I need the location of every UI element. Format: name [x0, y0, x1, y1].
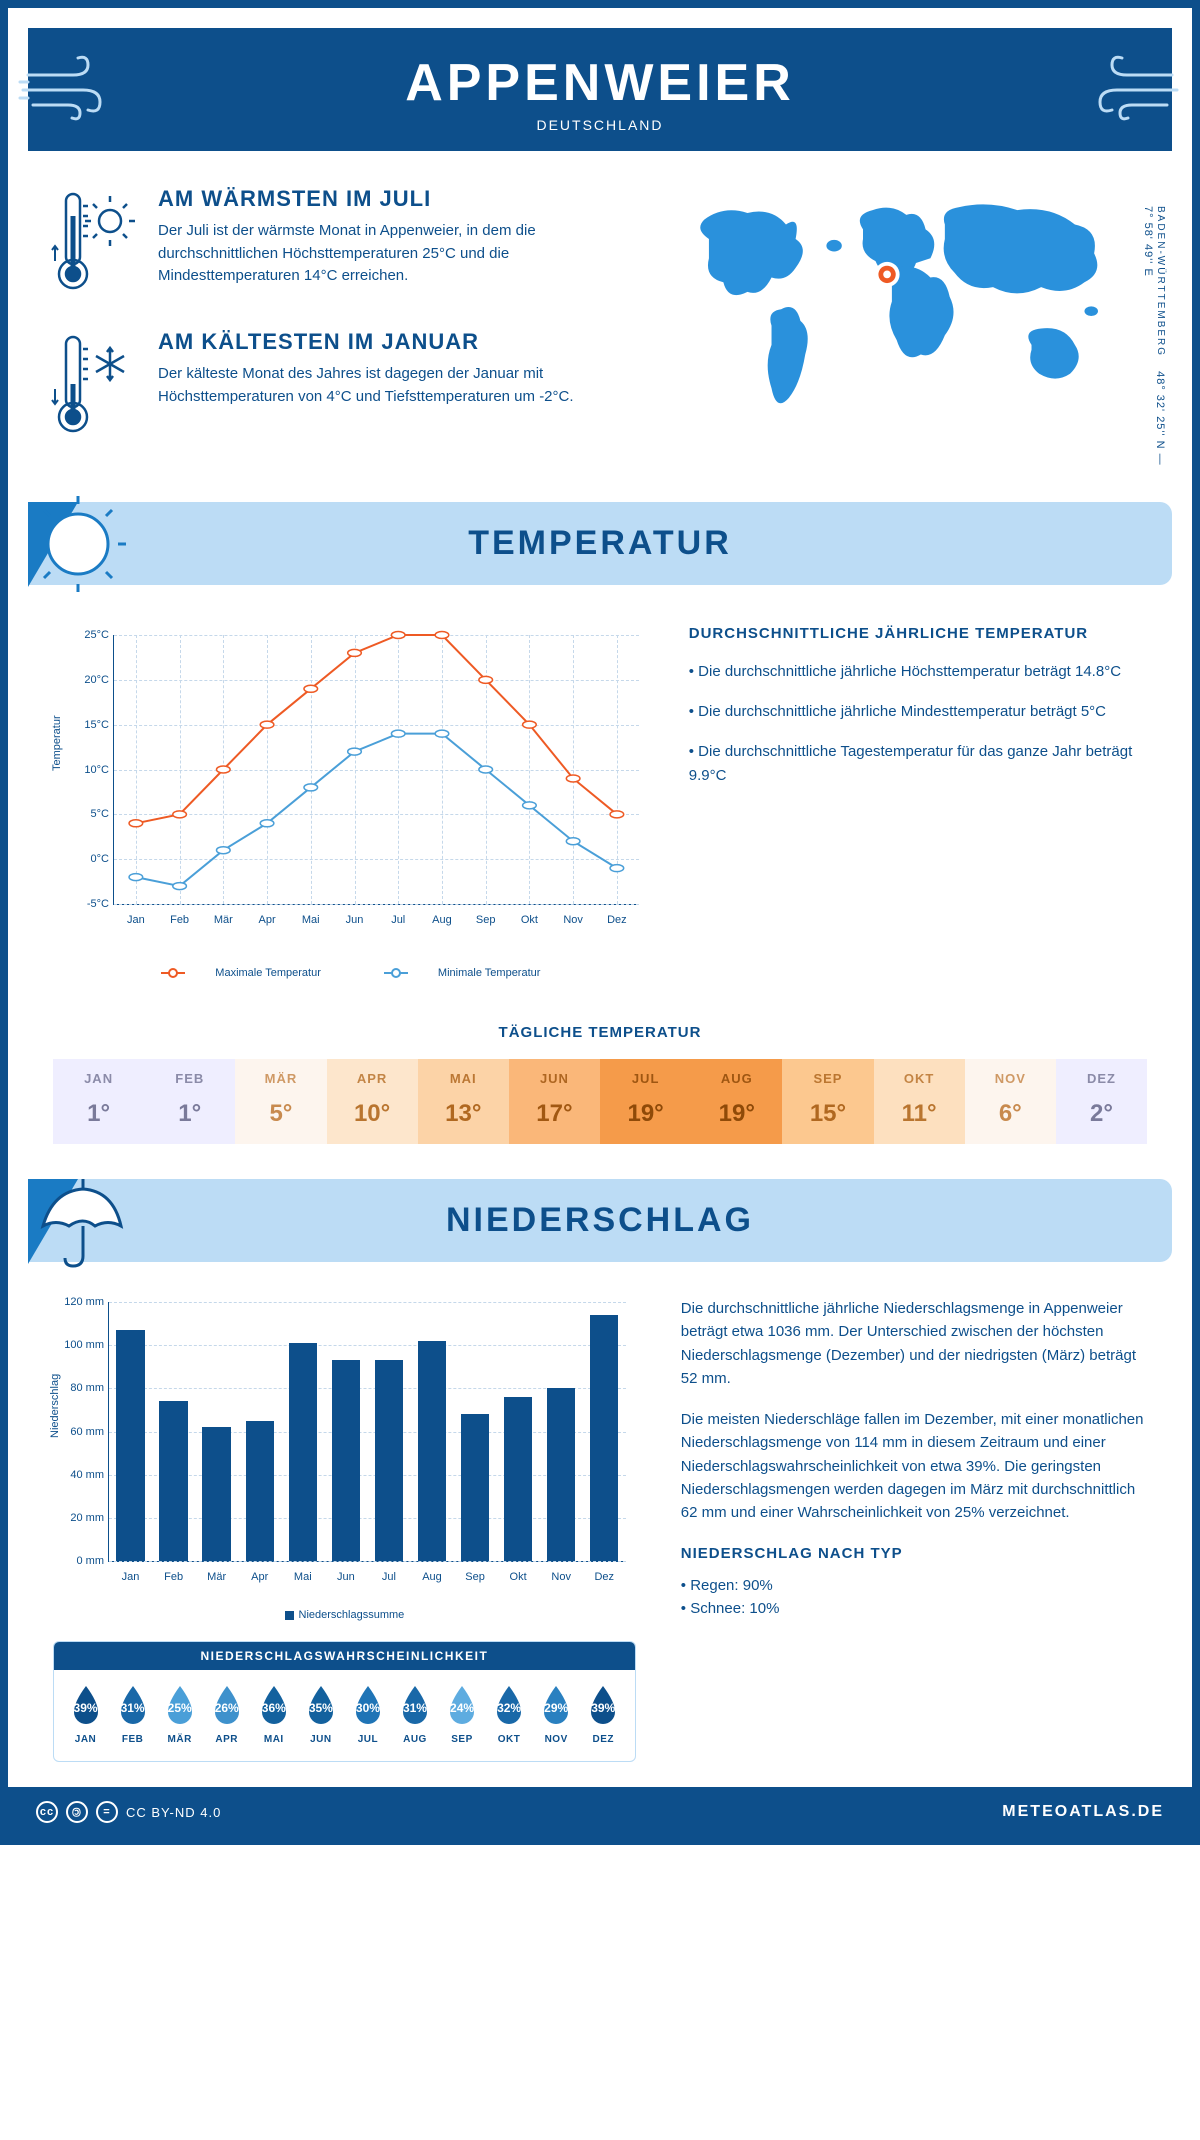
brand-label: METEOATLAS.DE: [1002, 1803, 1164, 1821]
prob-cell: 39%DEZ: [580, 1684, 627, 1745]
temperature-line-chart: Temperatur -5°C0°C5°C10°C15°C20°C25°CJan…: [53, 625, 649, 979]
precipitation-section-header: NIEDERSCHLAG: [28, 1179, 1172, 1262]
page-subtitle: DEUTSCHLAND: [48, 117, 1152, 133]
prob-cell: 35%JUN: [297, 1684, 344, 1745]
cold-text: Der kälteste Monat des Jahres ist dagege…: [158, 363, 611, 408]
sun-icon: [23, 494, 133, 604]
prob-cell: 24%SEP: [439, 1684, 486, 1745]
prob-cell: 31%FEB: [109, 1684, 156, 1745]
precip-bar: [461, 1414, 489, 1561]
region-label: BADEN-WÜRTTEMBERG: [1155, 206, 1166, 357]
thermometer-snow-icon: [48, 329, 138, 444]
precipitation-bar-chart: Niederschlag 0 mm20 mm40 mm60 mm80 mm100…: [53, 1297, 636, 1607]
precip-type-title: NIEDERSCHLAG NACH TYP: [681, 1542, 1147, 1565]
precip-text-2: Die meisten Niederschläge fallen im Deze…: [681, 1408, 1147, 1524]
daily-cell: AUG19°: [691, 1059, 782, 1144]
legend-max: Maximale Temperatur: [215, 967, 321, 979]
precip-bar: [590, 1315, 618, 1561]
warm-title: AM WÄRMSTEN IM JULI: [158, 186, 611, 212]
prob-cell: 25%MÄR: [156, 1684, 203, 1745]
precip-bar: [289, 1343, 317, 1561]
daily-cell: MÄR5°: [235, 1059, 326, 1144]
temp-bullet: • Die durchschnittliche jährliche Höchst…: [689, 660, 1147, 684]
license-text: CC BY-ND 4.0: [126, 1805, 221, 1820]
daily-temp-title: TÄGLICHE TEMPERATUR: [8, 1024, 1192, 1041]
wind-icon: [1082, 50, 1182, 130]
precipitation-summary: Die durchschnittliche jährliche Niedersc…: [681, 1297, 1147, 1762]
temperature-title: TEMPERATUR: [28, 524, 1172, 563]
cold-fact: AM KÄLTESTEN IM JANUAR Der kälteste Mona…: [48, 329, 611, 444]
bar-ylabel: Niederschlag: [49, 1374, 61, 1438]
wind-icon: [18, 50, 118, 130]
precip-bar: [547, 1388, 575, 1561]
prob-cell: 36%MAI: [250, 1684, 297, 1745]
precip-bar: [504, 1397, 532, 1561]
temperature-section-header: TEMPERATUR: [28, 502, 1172, 585]
precip-bar: [375, 1360, 403, 1561]
daily-cell: DEZ2°: [1056, 1059, 1147, 1144]
chart-legend: Maximale Temperatur Minimale Temperatur: [53, 967, 649, 979]
precip-bar: [116, 1330, 144, 1561]
daily-cell: SEP15°: [782, 1059, 873, 1144]
prob-cell: 26%APR: [203, 1684, 250, 1745]
legend-min: Minimale Temperatur: [438, 967, 541, 979]
warm-text: Der Juli ist der wärmste Monat in Appenw…: [158, 220, 611, 288]
prob-title: NIEDERSCHLAGSWAHRSCHEINLICHKEIT: [54, 1642, 635, 1670]
daily-cell: APR10°: [327, 1059, 418, 1144]
daily-cell: MAI13°: [418, 1059, 509, 1144]
prob-cell: 31%AUG: [391, 1684, 438, 1745]
chart-ylabel: Temperatur: [51, 715, 63, 771]
header-banner: APPENWEIER DEUTSCHLAND: [28, 28, 1172, 151]
warm-fact: AM WÄRMSTEN IM JULI Der Juli ist der wär…: [48, 186, 611, 301]
thermometer-sun-icon: [48, 186, 138, 301]
daily-temp-table: JAN1°FEB1°MÄR5°APR10°MAI13°JUN17°JUL19°A…: [53, 1059, 1147, 1144]
umbrella-icon: [23, 1171, 133, 1281]
bar-legend: Niederschlagssumme: [53, 1609, 636, 1621]
daily-cell: OKT11°: [874, 1059, 965, 1144]
daily-cell: FEB1°: [144, 1059, 235, 1144]
daily-cell: NOV6°: [965, 1059, 1056, 1144]
temp-bullet: • Die durchschnittliche jährliche Mindes…: [689, 700, 1147, 724]
precipitation-probability-box: NIEDERSCHLAGSWAHRSCHEINLICHKEIT 39%JAN31…: [53, 1641, 636, 1762]
temp-info-title: DURCHSCHNITTLICHE JÄHRLICHE TEMPERATUR: [689, 625, 1147, 642]
daily-cell: JUL19°: [600, 1059, 691, 1144]
precip-type-bullet: • Schnee: 10%: [681, 1597, 1147, 1620]
page-title: APPENWEIER: [48, 53, 1152, 113]
precip-bar: [159, 1401, 187, 1561]
precip-bar: [202, 1427, 230, 1561]
precip-bar: [418, 1341, 446, 1561]
precip-bar: [246, 1421, 274, 1561]
cc-icon: cc: [36, 1801, 58, 1823]
footer: cc 🄯 = CC BY-ND 4.0 METEOATLAS.DE: [8, 1787, 1192, 1837]
temperature-summary: DURCHSCHNITTLICHE JÄHRLICHE TEMPERATUR •…: [689, 625, 1147, 979]
by-icon: 🄯: [66, 1801, 88, 1823]
nd-icon: =: [96, 1801, 118, 1823]
prob-cell: 32%OKT: [486, 1684, 533, 1745]
prob-cell: 39%JAN: [62, 1684, 109, 1745]
temp-bullet: • Die durchschnittliche Tagestemperatur …: [689, 740, 1147, 788]
precipitation-title: NIEDERSCHLAG: [28, 1201, 1172, 1240]
daily-cell: JUN17°: [509, 1059, 600, 1144]
world-map: [641, 186, 1152, 446]
cold-title: AM KÄLTESTEN IM JANUAR: [158, 329, 611, 355]
prob-cell: 30%JUL: [344, 1684, 391, 1745]
license-badge: cc 🄯 = CC BY-ND 4.0: [36, 1801, 221, 1823]
precip-bar: [332, 1360, 360, 1561]
prob-cell: 29%NOV: [533, 1684, 580, 1745]
bar-legend-label: Niederschlagssumme: [299, 1609, 405, 1621]
precip-text-1: Die durchschnittliche jährliche Niedersc…: [681, 1297, 1147, 1390]
precip-type-bullet: • Regen: 90%: [681, 1574, 1147, 1597]
daily-cell: JAN1°: [53, 1059, 144, 1144]
